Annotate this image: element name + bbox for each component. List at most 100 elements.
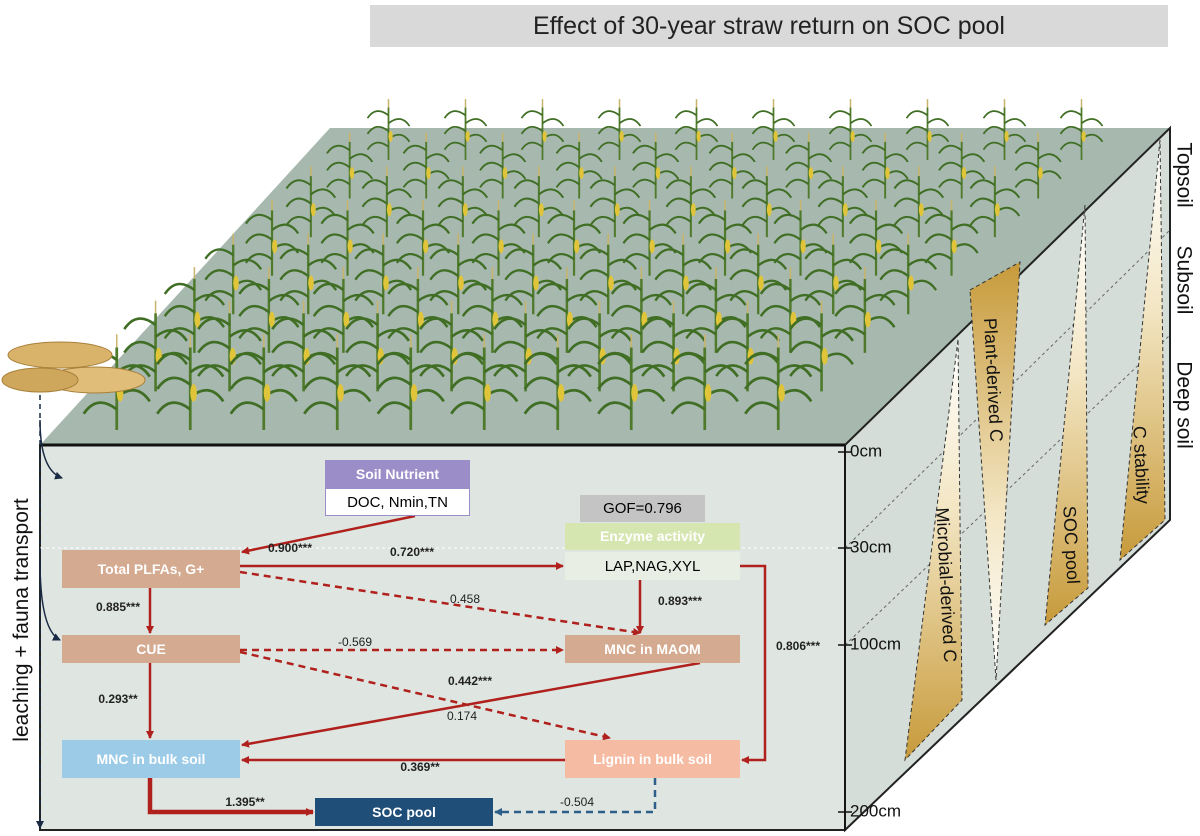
- leaf: [969, 179, 996, 190]
- leaf: [555, 178, 580, 188]
- maize-plant: [708, 132, 756, 199]
- maize-plant: [744, 334, 813, 430]
- wedge: [904, 339, 963, 762]
- leaf: [156, 376, 192, 390]
- edge-label: 0.293**: [98, 692, 138, 706]
- leaf: [345, 340, 379, 354]
- leaf: [789, 317, 823, 330]
- depth-line: [844, 229, 1171, 549]
- cob: [927, 130, 932, 142]
- cob: [683, 275, 689, 291]
- leaf: [773, 213, 802, 225]
- leaf: [197, 317, 231, 330]
- leaf: [1059, 110, 1083, 119]
- leaf: [402, 161, 427, 171]
- leaf: [204, 269, 234, 281]
- cob: [821, 347, 828, 365]
- cob: [778, 384, 785, 402]
- leaf: [648, 223, 677, 235]
- leaf: [589, 197, 616, 208]
- leaf: [610, 282, 643, 295]
- edge-label: 0.893***: [658, 594, 702, 608]
- leaf: [685, 282, 717, 295]
- cob: [696, 130, 701, 142]
- maize-plant: [597, 334, 666, 430]
- cob: [1038, 166, 1043, 180]
- leaf: [744, 401, 780, 415]
- leaf: [163, 305, 196, 317]
- leaf: [402, 144, 427, 154]
- leaf: [422, 223, 451, 235]
- maize-plant: [654, 233, 713, 315]
- cob: [758, 275, 764, 291]
- maize-plant: [982, 99, 1027, 160]
- leaf: [741, 179, 768, 190]
- maize-plant: [376, 334, 445, 430]
- leaf: [302, 329, 336, 342]
- edge-label: 0.174: [447, 709, 477, 723]
- leaf: [523, 401, 559, 415]
- cob: [876, 239, 882, 254]
- leaf: [228, 329, 262, 342]
- edge-label: 0.806***: [776, 639, 820, 653]
- cob: [388, 130, 393, 142]
- leaf: [1014, 178, 1039, 188]
- maize-plant: [828, 99, 873, 160]
- maize-plant: [589, 166, 641, 238]
- node-header: Soil Nutrient: [325, 460, 470, 488]
- leaf: [879, 269, 909, 281]
- leaf: [497, 223, 526, 235]
- leaf: [541, 118, 565, 127]
- leaf: [715, 340, 749, 354]
- leaf: [419, 340, 453, 354]
- leaf: [461, 305, 494, 317]
- leaf: [597, 401, 633, 415]
- leaf: [926, 118, 950, 127]
- leaf: [189, 364, 225, 378]
- cob: [423, 239, 429, 254]
- node-header: Enzyme activity: [565, 523, 740, 550]
- node: CUE: [62, 635, 240, 663]
- leaf: [665, 197, 692, 208]
- transport-arrow: [39, 559, 61, 641]
- cob: [619, 130, 624, 142]
- cob: [655, 166, 661, 180]
- edge-label: -0.569: [338, 635, 372, 649]
- leaf: [772, 118, 796, 127]
- leaf: [757, 258, 788, 270]
- leaf: [450, 351, 486, 366]
- maize-plant: [1059, 99, 1104, 160]
- depth-label: 0cm: [850, 441, 882, 460]
- cob: [190, 384, 197, 402]
- maize-plant: [789, 300, 854, 392]
- leaf: [828, 126, 852, 135]
- depth-label: 200cm: [850, 801, 901, 820]
- cob: [614, 203, 620, 217]
- edge: [239, 650, 611, 741]
- leaf: [622, 233, 651, 244]
- cob: [533, 275, 539, 291]
- maize-plant: [387, 267, 449, 353]
- leaf: [861, 161, 886, 171]
- leaf: [695, 118, 719, 127]
- leaf: [536, 305, 568, 317]
- leaf: [450, 329, 484, 342]
- leaf: [326, 161, 351, 171]
- maize-plant: [479, 132, 527, 199]
- leaf: [849, 118, 873, 127]
- leaf: [674, 110, 698, 119]
- leaf: [665, 215, 692, 226]
- depth-label: 30cm: [850, 537, 892, 556]
- cob: [383, 275, 389, 291]
- cob: [766, 203, 772, 217]
- leaf: [229, 401, 265, 415]
- leaf: [607, 258, 638, 270]
- leaf: [382, 258, 413, 270]
- leaf: [817, 197, 844, 208]
- title: Effect of 30-year straw return on SOC po…: [370, 5, 1168, 47]
- leaf: [670, 401, 706, 415]
- leaf: [724, 223, 753, 235]
- leaf: [387, 282, 419, 295]
- leaf: [938, 144, 963, 154]
- cob: [918, 203, 924, 217]
